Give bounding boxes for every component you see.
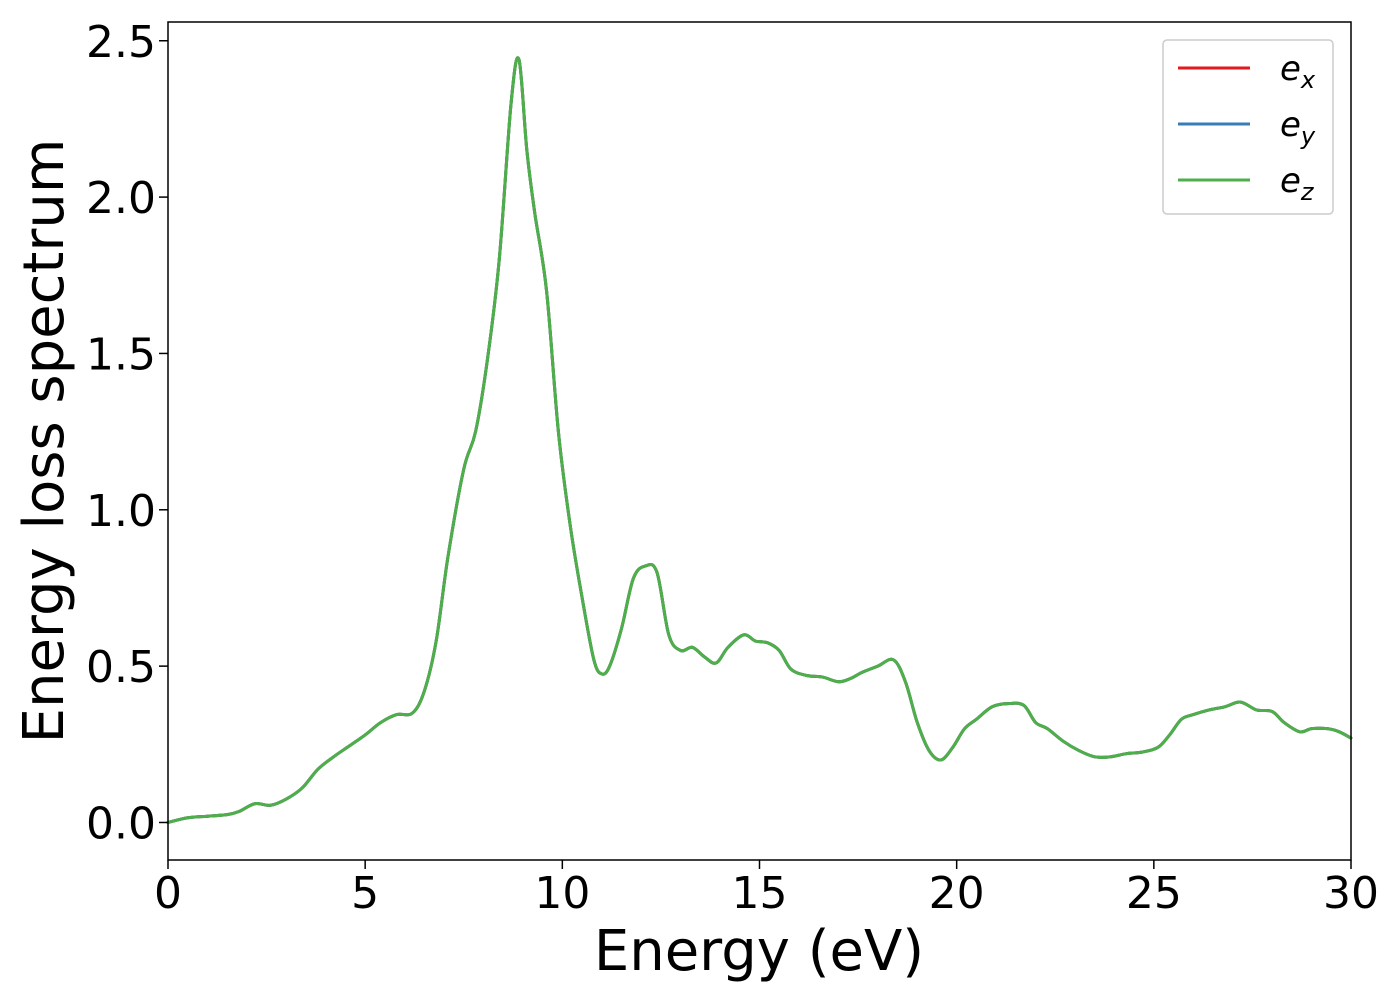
- y-tick-label: 2.0: [86, 173, 156, 224]
- y-tick-label: 2.5: [86, 17, 156, 68]
- x-tick-label: 20: [929, 868, 985, 919]
- legend: ex ey ez: [1162, 39, 1334, 215]
- y-tick-label: 0.5: [86, 642, 156, 693]
- x-tick-label: 10: [534, 868, 590, 919]
- x-tick-label: 30: [1323, 868, 1379, 919]
- x-tick-label: 15: [732, 868, 788, 919]
- x-axis-title: Energy (eV): [594, 919, 924, 984]
- y-tick-label: 1.0: [86, 486, 156, 537]
- legend-label-e-y: ey: [1280, 105, 1316, 150]
- y-tick-label: 1.5: [86, 329, 156, 380]
- legend-label-e-x: ex: [1280, 49, 1316, 94]
- x-tick-label: 5: [351, 868, 379, 919]
- series-layer: [166, 56, 1353, 824]
- x-tick-label: 25: [1126, 868, 1182, 919]
- y-axis-title: Energy loss spectrum: [12, 139, 77, 744]
- x-axis-ticks: 0 5 10 15 20 25 30: [154, 860, 1379, 919]
- y-tick-label: 0.0: [86, 798, 156, 849]
- y-axis-ticks: 0.0 0.5 1.0 1.5 2.0 2.5: [86, 17, 168, 849]
- legend-box: [1162, 39, 1334, 215]
- series-line-e-z: [166, 56, 1353, 824]
- legend-label-e-z: ez: [1280, 161, 1315, 206]
- x-tick-label: 0: [154, 868, 182, 919]
